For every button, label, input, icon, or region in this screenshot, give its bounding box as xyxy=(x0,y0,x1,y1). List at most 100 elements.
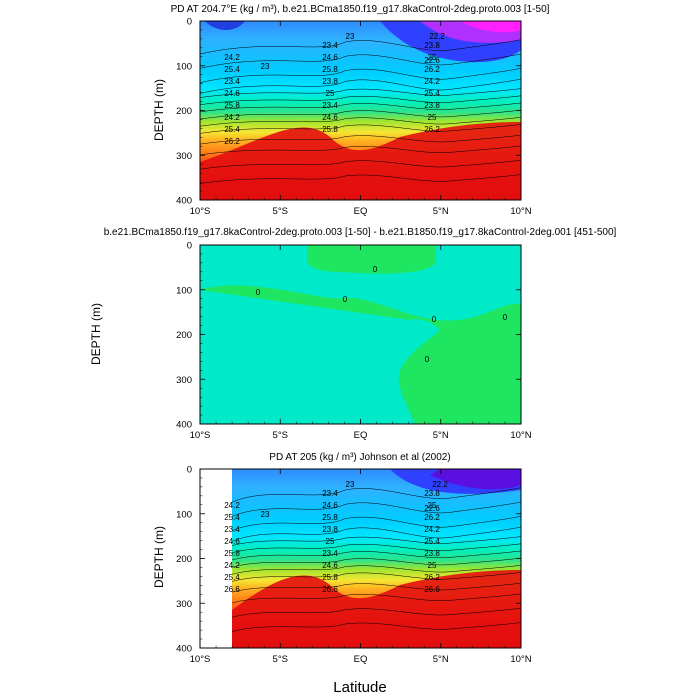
contour-label: 26.6 xyxy=(424,585,440,594)
contour-line xyxy=(200,134,521,145)
contour-line xyxy=(200,102,521,113)
deep-layer xyxy=(200,121,521,200)
y-tick-label: 100 xyxy=(176,285,192,296)
panel-1-field xyxy=(200,21,521,200)
y-tick-label: 300 xyxy=(176,599,192,610)
contour-line xyxy=(231,543,521,554)
contour-line xyxy=(231,536,521,546)
contour-label: 24.6 xyxy=(322,561,338,570)
contour-label: 25 xyxy=(326,89,335,98)
x-tick-label: EQ xyxy=(354,430,368,441)
contour-line xyxy=(231,582,521,593)
contour-label: 24.2 xyxy=(224,113,240,122)
contour-label: 24.2 xyxy=(424,525,440,534)
y-tick-label: 200 xyxy=(176,330,192,341)
contour-label: 26.2 xyxy=(424,513,440,522)
positive-region-east xyxy=(505,281,521,300)
y-tick-label: 400 xyxy=(176,644,192,655)
x-tick-label: 5°S xyxy=(273,654,288,665)
contour-line xyxy=(200,145,521,156)
contour-label: 25 xyxy=(326,537,335,546)
contour-label: 22.2 xyxy=(432,480,448,489)
contour-label: 24.2 xyxy=(224,561,240,570)
contour-label: 25.4 xyxy=(224,573,240,582)
contour-label: 25 xyxy=(428,501,437,510)
x-tick-label: 10°S xyxy=(190,206,211,217)
contour-label: 0 xyxy=(432,315,437,324)
contour-label: 0 xyxy=(373,265,378,274)
contour-label: 25.4 xyxy=(424,89,440,98)
contour-line xyxy=(200,39,521,55)
contour-label: 23.4 xyxy=(322,489,338,498)
contour-label: 23 xyxy=(346,480,355,489)
y-tick-label: 200 xyxy=(176,106,192,117)
contour-label: 25.8 xyxy=(322,65,338,74)
contour-label: 24.2 xyxy=(224,501,240,510)
contour-label: 22.2 xyxy=(429,32,445,41)
x-tick-label: 5°S xyxy=(273,430,288,441)
contour-label: 24.6 xyxy=(224,537,240,546)
contour-label: 23 xyxy=(261,510,270,519)
x-tick-label: EQ xyxy=(354,654,368,665)
contour-line xyxy=(231,526,521,542)
south-pool xyxy=(205,21,245,31)
x-tick-label: 10°S xyxy=(190,430,211,441)
contour-line xyxy=(200,109,521,120)
contour-line xyxy=(200,68,521,83)
contour-label: 0 xyxy=(503,313,508,322)
contour-label: 24.6 xyxy=(224,89,240,98)
x-tick-label: 10°N xyxy=(510,654,531,665)
panel-1-plot: 10°S 5°S EQ 5°N 10°N 0 100 200 300 400 22.2 23 23 22.… xyxy=(176,17,532,218)
y-tick-label: 100 xyxy=(176,61,192,72)
contour-label: 23 xyxy=(346,32,355,41)
contour-label: 0 xyxy=(425,355,430,364)
contour-line xyxy=(231,593,521,604)
contour-line xyxy=(231,572,521,582)
contour-label: 23.8 xyxy=(322,525,338,534)
y-tick-label: 0 xyxy=(187,465,192,476)
contour-label: 24.2 xyxy=(424,77,440,86)
x-tick-label: 5°N xyxy=(433,654,449,665)
contour-line xyxy=(231,607,521,618)
contour-label: 23.4 xyxy=(322,101,338,110)
panel-2-field xyxy=(200,245,521,424)
contour-label: 23.8 xyxy=(424,41,440,50)
contour-label: 25.8 xyxy=(224,101,240,110)
y-tick-label: 200 xyxy=(176,554,192,565)
panel-1-title: PD AT 204.7°E (kg / m³), b.e21.BCma1850.… xyxy=(171,4,550,15)
contour-label: 26.2 xyxy=(424,573,440,582)
x-tick-label: EQ xyxy=(354,206,368,217)
panel-3: PD AT 205 (kg / m³) Johnson et al (2002)… xyxy=(152,452,532,665)
panel-3-field xyxy=(231,469,521,648)
panel-1: PD AT 204.7°E (kg / m³), b.e21.BCma1850.… xyxy=(152,4,550,217)
contour-label: 25.4 xyxy=(224,65,240,74)
contour-label: 0 xyxy=(256,288,261,297)
contour-label: 23.4 xyxy=(322,41,338,50)
contour-line xyxy=(200,88,521,98)
panel-3-ylabel: DEPTH (m) xyxy=(152,526,166,588)
panel-2-ylabel: DEPTH (m) xyxy=(89,303,103,365)
contour-label: 23.4 xyxy=(224,525,240,534)
contour-line xyxy=(200,53,521,69)
panel-2-plot: 10°S 5°S EQ 5°N 10°N 0 100 200 300 400 0 0 0 0 0 0 xyxy=(176,241,532,442)
contour-label: 25.8 xyxy=(224,549,240,558)
contour-line xyxy=(200,116,521,127)
contour-line xyxy=(231,622,521,632)
contour-label: 25.8 xyxy=(322,573,338,582)
contour-label: 25 xyxy=(428,561,437,570)
contour-label: 23.8 xyxy=(424,489,440,498)
panel-3-plot: 10°S 5°S EQ 5°N 10°N 0 100 200 300 400 22.2 23 23 22.… xyxy=(176,465,532,666)
y-tick-label: 400 xyxy=(176,196,192,207)
panel-1-ylabel: DEPTH (m) xyxy=(152,79,166,141)
contour-label: 25.4 xyxy=(424,537,440,546)
contour-line xyxy=(231,501,521,517)
contour-line xyxy=(231,557,521,568)
contour-label: 24.2 xyxy=(224,53,240,62)
y-tick-label: 400 xyxy=(176,420,192,431)
contour-label: 24.6 xyxy=(322,113,338,122)
contour-label: 25.4 xyxy=(224,513,240,522)
contour-line xyxy=(231,550,521,561)
x-tick-label: 5°N xyxy=(433,430,449,441)
contour-label: 0 xyxy=(343,295,348,304)
